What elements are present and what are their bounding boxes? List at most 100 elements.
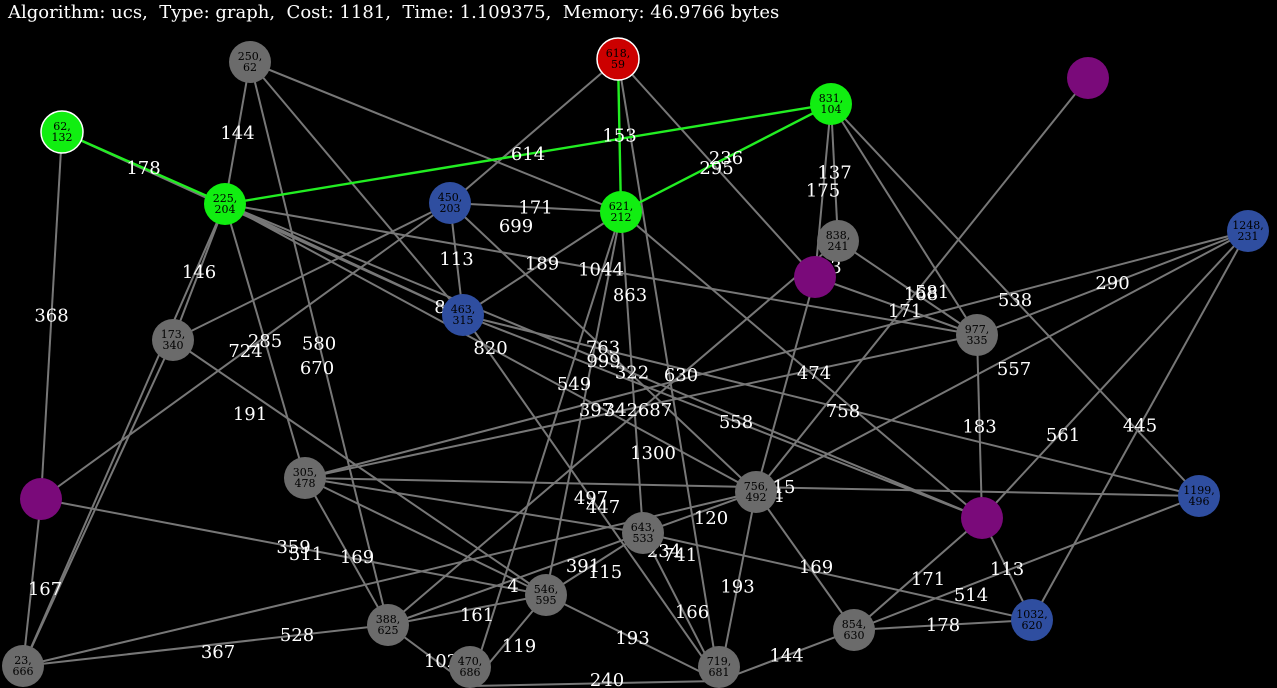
node-label-x: 546, (534, 583, 559, 596)
node-circle-icon (1011, 599, 1053, 641)
node-circle-icon (449, 646, 491, 688)
edge-n470_686-n719_681 (469, 680, 720, 687)
node-circle-icon (698, 646, 740, 688)
edge-n225_204-n173_340 (172, 203, 226, 341)
edge-weight-label: 4 (772, 486, 783, 507)
edge-n618_59-n450_203 (449, 58, 619, 204)
edge-weight-label: 285 (248, 331, 282, 352)
node-label-x: 719, (707, 655, 732, 668)
graph-node-visited[interactable]: 643,533 (622, 512, 664, 554)
graph-node-visited[interactable]: 173,340 (152, 319, 194, 361)
graph-node-visited[interactable]: 977,335 (956, 314, 998, 356)
graph-node-visited[interactable]: 23,666 (2, 645, 44, 687)
node-label-y: 204 (215, 203, 236, 216)
graph-node-unexplored[interactable] (1067, 57, 1109, 99)
edge-weight-label: 193 (615, 628, 649, 649)
edge-n831_104-n838_241 (830, 103, 839, 242)
graph-node-start[interactable]: 62,132 (40, 110, 84, 154)
graph-node-visited[interactable]: 838,241 (817, 220, 859, 262)
edge-n982_518-n854_630 (853, 517, 983, 631)
node-label-x: 250, (238, 50, 263, 63)
graph-node-goal[interactable]: 618,59 (596, 37, 640, 81)
graph-node-unexplored[interactable] (961, 497, 1003, 539)
edge-n1248_231-n982_518 (981, 230, 1249, 519)
cost-label: Cost: 1181, (286, 2, 391, 23)
edge-weight-label: 528 (280, 625, 314, 646)
graph-node-visited[interactable]: 470,686 (449, 646, 491, 688)
node-circle-icon (429, 182, 471, 224)
edge-weight-label: 191 (233, 404, 267, 425)
graph-node-path[interactable]: 225,204 (204, 183, 246, 225)
graph-node-visited[interactable]: 719,681 (698, 646, 740, 688)
graph-node-path[interactable]: 621,212 (600, 191, 642, 233)
graph-node-frontier[interactable]: 463,315 (442, 294, 484, 336)
node-circle-icon (20, 478, 62, 520)
node-label-x: 1199, (1183, 484, 1215, 497)
node-circle-icon (735, 471, 777, 513)
edge-n618_59-n815_277 (617, 58, 816, 278)
edge-n225_204-n977_335 (224, 203, 978, 336)
graph-node-frontier[interactable]: 450,203 (429, 182, 471, 224)
edge-n815_277-n977_335 (814, 276, 978, 336)
node-label-y: 132 (52, 131, 73, 144)
edge-n225_204-n756_492 (224, 203, 757, 493)
edge-weight-label: 171 (518, 198, 552, 219)
path-edge-n831_104-n621_212 (620, 102, 832, 214)
edge-n621_212-n982_518 (620, 211, 983, 519)
node-circle-icon (525, 574, 567, 616)
edge-weight-label: 763 (586, 338, 620, 359)
path-edge-n621_212-n618_59 (616, 58, 623, 213)
node-label-y: 681 (709, 666, 730, 679)
graph-node-path[interactable]: 831,104 (810, 83, 852, 125)
edge-weight-label: 4 (507, 576, 518, 597)
graph-node-visited[interactable]: 388,625 (367, 604, 409, 646)
edge-n225_204-n463_315 (224, 203, 464, 316)
edge-n643_533-n1032_620 (642, 532, 1033, 621)
graph-node-unexplored[interactable] (794, 256, 836, 298)
edge-weight-label: 359 (276, 537, 310, 558)
edge-n173_340-n450_203 (172, 202, 451, 341)
graph-node-frontier[interactable]: 1199,496 (1178, 475, 1220, 517)
edge-weight-label: 153 (602, 126, 636, 147)
edge-weight-label: 161 (460, 605, 494, 626)
edge-n854_630-n719_681 (718, 629, 855, 682)
edge-n173_340-n23_666 (22, 339, 174, 667)
edge-weight-label: 758 (826, 401, 860, 422)
node-circle-icon (596, 37, 640, 81)
graph-node-frontier[interactable]: 1248,231 (1227, 210, 1269, 252)
edge-n225_204-n305_478 (224, 203, 306, 479)
node-label-y: 62 (243, 61, 257, 74)
edge-n225_204-n982_518 (224, 203, 983, 519)
node-circle-icon (284, 457, 326, 499)
edge-weight-label: 236 (709, 148, 743, 169)
graph-node-unexplored[interactable] (20, 478, 62, 520)
node-label-x: 977, (965, 323, 990, 336)
graph-node-visited[interactable]: 756,492 (735, 471, 777, 513)
graph-node-visited[interactable]: 854,630 (833, 609, 875, 651)
edge-weight-label: 447 (586, 497, 620, 518)
node-label-y: 496 (1189, 495, 1210, 508)
edge-n854_630-n1032_620 (853, 619, 1033, 631)
edge-weight-label: 15 (773, 477, 796, 498)
edge-weight-label: 137 (817, 163, 851, 184)
edge-weight-label: 167 (28, 579, 62, 600)
graph-node-visited[interactable]: 305,478 (284, 457, 326, 499)
graph-node-visited[interactable]: 546,595 (525, 574, 567, 616)
edge-n250_62-n225_204 (224, 61, 251, 205)
edge-weight-label: 175 (806, 181, 840, 202)
edge-weight-label: 397 (579, 400, 613, 421)
edge-n977_335-n982_518 (976, 334, 983, 519)
node-label-y: 492 (746, 491, 767, 504)
edge-n838_241-n977_335 (837, 240, 978, 336)
graph-node-visited[interactable]: 250,62 (229, 41, 271, 83)
edge-weight-label: 240 (590, 670, 624, 688)
edge-weight-label: 561 (1046, 425, 1080, 446)
node-label-x: 621, (609, 200, 634, 213)
node-label-x: 62, (53, 120, 71, 133)
time-label: Time: 1.109375, (402, 2, 552, 23)
edge-weight-label: 557 (997, 359, 1031, 380)
node-label-x: 470, (458, 655, 483, 668)
edge-n756_492-n388_625 (387, 491, 757, 626)
graph-node-frontier[interactable]: 1032,620 (1011, 599, 1053, 641)
node-label-x: 1248, (1232, 219, 1264, 232)
